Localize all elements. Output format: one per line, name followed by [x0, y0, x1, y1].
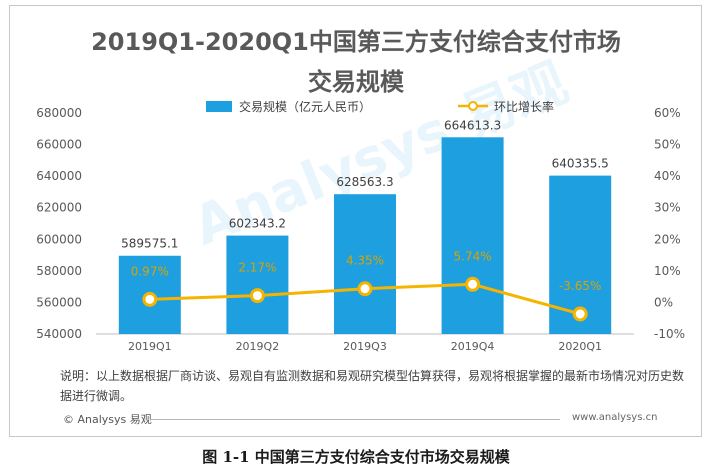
y-left-tick-label: 600000 [36, 232, 82, 246]
y-left-tick-label: 580000 [36, 264, 82, 278]
analysys-logo: © Analysys 易观 [63, 413, 152, 426]
bar [441, 137, 504, 334]
legend-line-label: 环比增长率 [494, 100, 555, 114]
growth-value-label: -3.65% [559, 279, 601, 293]
growth-labels: 0.97% 2.17% 4.35% 5.74% -3.65% [131, 249, 602, 293]
axes: 540000 560000 580000 600000 620000 640000 6600… [36, 106, 685, 353]
growth-point [357, 281, 373, 297]
y-left-tick-label: 620000 [36, 201, 82, 215]
x-tick-label: 2019Q2 [236, 340, 280, 353]
footer-divider [150, 419, 560, 420]
growth-value-label: 2.17% [238, 261, 276, 275]
bar-value-label: 640335.5 [552, 157, 609, 171]
y-right-tick-label: 60% [654, 106, 681, 120]
x-tick-label: 2020Q1 [558, 340, 602, 353]
y-right-tick-label: 30% [654, 201, 681, 215]
y-right-tick-label: 50% [654, 138, 681, 152]
y-left-tick-label: 560000 [36, 295, 82, 309]
bar [334, 194, 396, 334]
x-tick-label: 2019Q4 [451, 340, 495, 353]
growth-point [465, 276, 481, 292]
figure-caption: 图 1-1 中国第三方支付综合支付市场交易规模 [202, 448, 510, 466]
y-left-tick-label: 540000 [36, 327, 82, 341]
y-right-tick-label: 10% [654, 264, 681, 278]
y-left-tick-label: 640000 [36, 169, 82, 183]
bar [226, 235, 289, 334]
y-left-tick-label: 680000 [36, 106, 82, 120]
growth-line [142, 276, 588, 322]
bar-value-label: 628563.3 [336, 175, 393, 189]
y-right-tick-label: -10% [654, 327, 685, 341]
legend-bar-swatch [206, 101, 232, 112]
y-right-tick-label: 40% [654, 169, 681, 183]
y-right-tick-label: 0% [654, 295, 673, 309]
x-tick-label: 2019Q3 [343, 340, 387, 353]
chart-title-line2: 交易规模 [308, 68, 404, 96]
bars [118, 137, 612, 334]
bar-value-label: 602343.2 [229, 217, 286, 231]
growth-point [572, 306, 588, 322]
chart-title-line1: 2019Q1-2020Q1中国第三方支付综合支付市场 [91, 28, 621, 56]
growth-point [142, 291, 158, 307]
x-tick-label: 2019Q1 [128, 340, 172, 353]
growth-value-label: 4.35% [346, 254, 384, 268]
growth-value-label: 5.74% [454, 249, 492, 263]
legend-line-swatch [458, 101, 488, 111]
bar-value-label: 589575.1 [121, 237, 178, 251]
legend-bar-label: 交易规模（亿元人民币） [239, 100, 372, 114]
bar-value-label: 664613.3 [444, 118, 501, 132]
growth-value-label: 0.97% [131, 264, 169, 278]
bar-labels: 589575.1 602343.2 628563.3 664613.3 640335.5 [121, 118, 609, 250]
growth-point [249, 288, 265, 304]
note-text: 说明：以上数据根据厂商访谈、易观自有监测数据和易观研究模型估算获得，易观将根据掌… [60, 369, 685, 403]
footer-url: www.analysys.cn [572, 412, 658, 423]
y-left-tick-label: 660000 [36, 138, 82, 152]
y-right-tick-label: 20% [654, 232, 681, 246]
